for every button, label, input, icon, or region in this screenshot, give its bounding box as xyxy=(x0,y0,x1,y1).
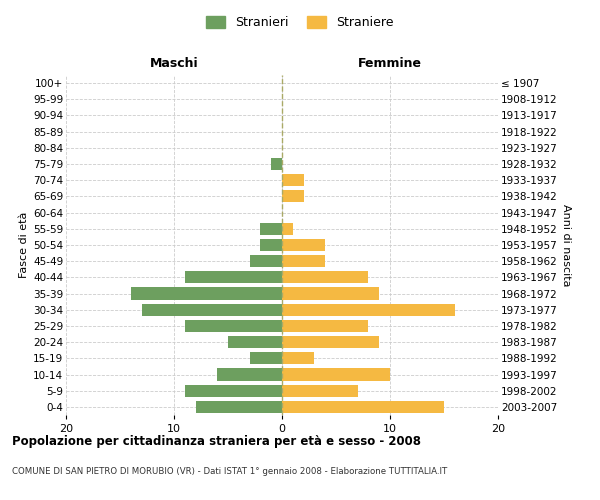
Bar xyxy=(282,190,304,202)
Bar xyxy=(282,222,293,235)
Bar xyxy=(282,304,455,316)
Bar xyxy=(282,368,390,380)
Text: Maschi: Maschi xyxy=(149,57,199,70)
Y-axis label: Fasce di età: Fasce di età xyxy=(19,212,29,278)
Bar xyxy=(217,368,282,380)
Bar xyxy=(282,401,444,413)
Bar xyxy=(131,288,282,300)
Bar xyxy=(282,336,379,348)
Y-axis label: Anni di nascita: Anni di nascita xyxy=(562,204,571,286)
Bar xyxy=(185,320,282,332)
Bar xyxy=(282,239,325,251)
Bar xyxy=(250,255,282,268)
Bar xyxy=(185,272,282,283)
Text: COMUNE DI SAN PIETRO DI MORUBIO (VR) - Dati ISTAT 1° gennaio 2008 - Elaborazione: COMUNE DI SAN PIETRO DI MORUBIO (VR) - D… xyxy=(12,468,447,476)
Bar xyxy=(196,401,282,413)
Bar xyxy=(282,288,379,300)
Bar xyxy=(282,255,325,268)
Bar xyxy=(228,336,282,348)
Bar xyxy=(282,352,314,364)
Bar xyxy=(142,304,282,316)
Text: Popolazione per cittadinanza straniera per età e sesso - 2008: Popolazione per cittadinanza straniera p… xyxy=(12,435,421,448)
Bar xyxy=(185,384,282,397)
Text: Femmine: Femmine xyxy=(358,57,422,70)
Bar xyxy=(260,239,282,251)
Bar xyxy=(282,384,358,397)
Bar xyxy=(260,222,282,235)
Bar xyxy=(282,272,368,283)
Bar xyxy=(282,320,368,332)
Bar xyxy=(250,352,282,364)
Bar xyxy=(271,158,282,170)
Legend: Stranieri, Straniere: Stranieri, Straniere xyxy=(202,11,398,34)
Bar xyxy=(282,174,304,186)
